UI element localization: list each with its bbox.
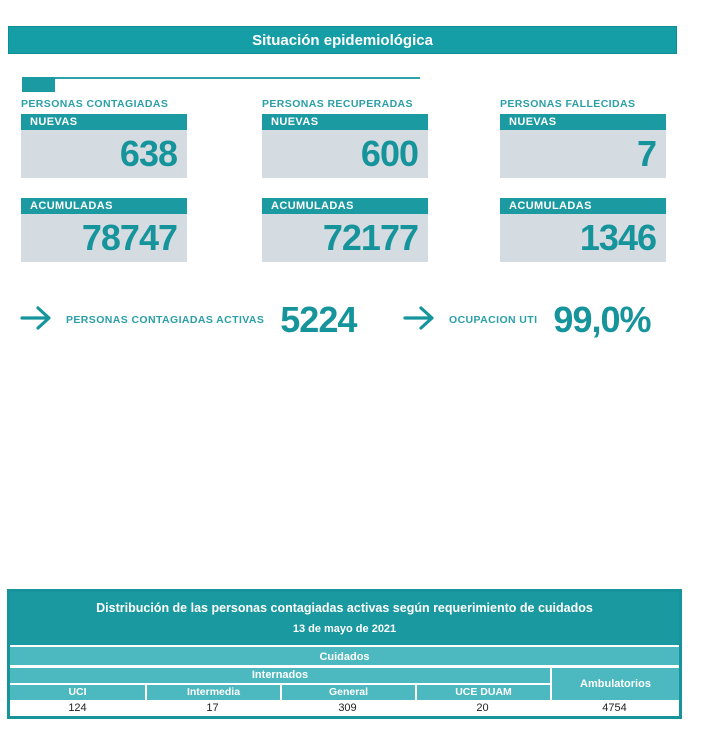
- value-uci: 124: [68, 702, 87, 714]
- internados-columns: UCI Intermedia General UCE DUAM: [10, 683, 550, 700]
- stat-column-title: PERSONAS FALLECIDAS: [500, 98, 636, 110]
- value-general: 309: [338, 702, 357, 714]
- stat-card-header: ACUMULADAS: [21, 198, 187, 214]
- stat-card-header: NUEVAS: [262, 114, 428, 130]
- stat-value: 78747: [21, 214, 187, 262]
- stat-value: 1346: [500, 214, 666, 262]
- stat-value: 638: [21, 130, 187, 178]
- table-date: 13 de mayo de 2021: [10, 623, 679, 645]
- stat-column-fallecidas: PERSONAS FALLECIDAS NUEVAS 7 ACUMULADAS …: [500, 98, 666, 282]
- value-uce-duam: 20: [476, 702, 489, 714]
- stat-card-nuevas: NUEVAS 638: [21, 114, 187, 178]
- stat-card-header: ACUMULADAS: [262, 198, 428, 214]
- stat-value: 600: [262, 130, 428, 178]
- stat-card-nuevas: NUEVAS 600: [262, 114, 428, 178]
- decorative-line: [22, 77, 420, 79]
- arrow-right-icon: [403, 304, 437, 337]
- indicator-value: 5224: [280, 299, 357, 340]
- stat-column-recuperadas: PERSONAS RECUPERADAS NUEVAS 600 ACUMULAD…: [262, 98, 428, 282]
- stat-value: 72177: [262, 214, 428, 262]
- stat-card-acumuladas: ACUMULADAS 72177: [262, 198, 428, 262]
- care-distribution-table: Distribución de las personas contagiadas…: [7, 589, 682, 719]
- stat-card-header: NUEVAS: [21, 114, 187, 130]
- column-header-intermedia: Intermedia: [145, 685, 280, 700]
- table-values-row: 124 17 309 20 4754: [10, 700, 679, 716]
- indicator-contagiadas-activas: PERSONAS CONTAGIADAS ACTIVAS 5224: [20, 298, 357, 342]
- table-subheader-row: Internados UCI Intermedia General UCE DU…: [10, 665, 679, 700]
- indicator-ocupacion-uti: OCUPACION UTI 99,0%: [403, 298, 652, 342]
- indicator-label: PERSONAS CONTAGIADAS ACTIVAS: [66, 314, 265, 326]
- value-ambulatorios: 4754: [602, 702, 627, 714]
- value-intermedia: 17: [206, 702, 219, 714]
- arrow-right-icon: [20, 304, 54, 337]
- stat-value: 7: [500, 130, 666, 178]
- stat-column-contagiadas: PERSONAS CONTAGIADAS NUEVAS 638 ACUMULAD…: [21, 98, 187, 282]
- indicator-label: OCUPACION UTI: [449, 314, 538, 326]
- stat-column-title: PERSONAS RECUPERADAS: [262, 98, 413, 110]
- stat-column-title: PERSONAS CONTAGIADAS: [21, 98, 169, 110]
- indicator-value: 99,0%: [553, 299, 651, 340]
- column-header-ambulatorios: Ambulatorios: [550, 668, 679, 700]
- internados-section: Internados UCI Intermedia General UCE DU…: [10, 668, 550, 700]
- stat-card-acumuladas: ACUMULADAS 78747: [21, 198, 187, 262]
- stat-card-header: ACUMULADAS: [500, 198, 666, 214]
- table-header-internados: Internados: [10, 668, 550, 683]
- column-header-uci: UCI: [10, 685, 145, 700]
- stat-card-header: NUEVAS: [500, 114, 666, 130]
- decorative-block: [22, 77, 55, 92]
- column-header-uce-duam: UCE DUAM: [415, 685, 550, 700]
- page-title: Situación epidemiológica: [8, 26, 677, 54]
- column-header-general: General: [280, 685, 415, 700]
- stat-card-nuevas: NUEVAS 7: [500, 114, 666, 178]
- stat-card-acumuladas: ACUMULADAS 1346: [500, 198, 666, 262]
- table-group-header-cuidados: Cuidados: [10, 645, 679, 665]
- table-title: Distribución de las personas contagiadas…: [10, 592, 679, 623]
